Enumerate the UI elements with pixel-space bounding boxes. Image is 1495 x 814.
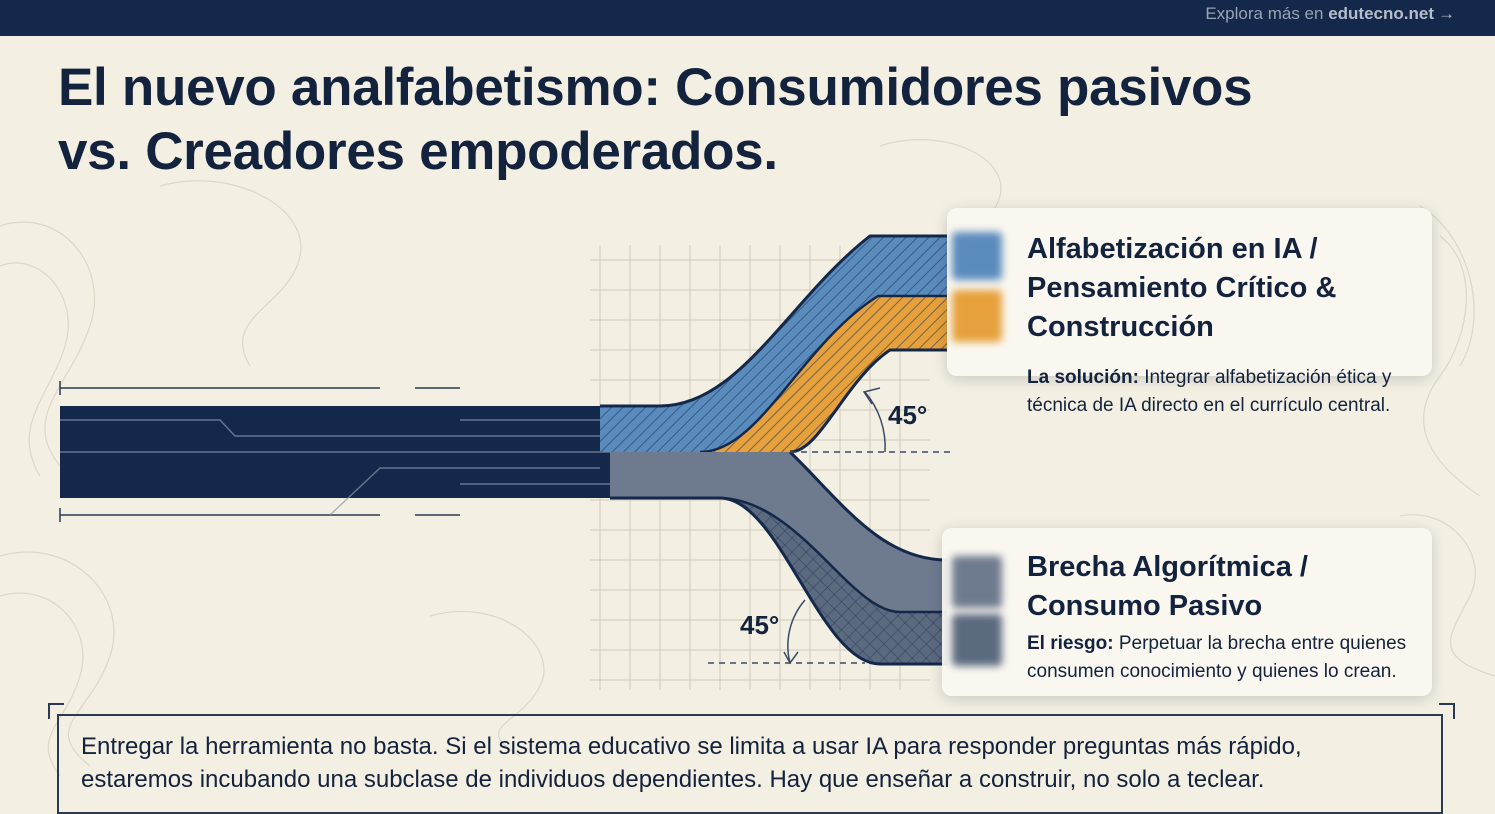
arrow-right-icon: → [1438, 4, 1455, 23]
top-bar: Explora más en edutecno.net → [0, 0, 1495, 36]
top-branch-description: La solución: Integrar alfabetización éti… [1027, 364, 1391, 420]
dimension-lines [59, 381, 460, 522]
solution-text-line-2: técnica de IA directo en el currículo ce… [1027, 395, 1391, 416]
contour-background [0, 139, 1495, 777]
explore-link[interactable]: Explora más en edutecno.net → [1205, 4, 1455, 24]
bottom-branch-card: Brecha Algorítmica / Consumo Pasivo [942, 528, 1432, 696]
bottom-branch-description: El riesgo: Perpetuar la brecha entre qui… [1027, 630, 1406, 686]
frame-corner-top-right [1439, 703, 1455, 719]
top-branch-card: Alfabetización en IA / Pensamiento Críti… [947, 208, 1432, 376]
risk-label: El riesgo: [1027, 633, 1114, 654]
quote-box: Entregar la herramienta no basta. Si el … [57, 714, 1443, 814]
gray-swatch [952, 556, 1002, 608]
blue-swatch [952, 232, 1002, 280]
quote-line-2: estaremos incubando una subclase de indi… [81, 766, 1265, 793]
page-title: El nuevo analfabetismo: Consumidores pas… [58, 56, 1253, 184]
angle-guides [708, 387, 950, 665]
top-angle-label: 45° [888, 400, 928, 430]
bottom-branch-title: Brecha Algorítmica / Consumo Pasivo [1027, 551, 1308, 622]
quote-text: Entregar la herramienta no basta. Si el … [81, 730, 1431, 796]
slate-swatch [952, 614, 1002, 666]
risk-text-line-1: Perpetuar la brecha entre quienes [1118, 633, 1407, 654]
solution-text-line-1: Integrar alfabetización ética y [1144, 367, 1392, 388]
bottom-branch-upper-band [610, 452, 947, 612]
orange-swatch [952, 290, 1002, 342]
page-title-line-1: El nuevo analfabetismo: Consumidores pas… [58, 58, 1253, 117]
explore-site[interactable]: edutecno.net [1328, 4, 1434, 23]
quote-line-1: Entregar la herramienta no basta. Si el … [81, 733, 1302, 760]
frame-corner-top-left [48, 703, 64, 719]
solution-label: La solución: [1027, 367, 1139, 388]
top-branch-title: Alfabetización en IA / Pensamiento Críti… [1027, 233, 1337, 343]
risk-text-line-2: consumen conocimiento y quienes lo crean… [1027, 661, 1397, 682]
explore-prefix: Explora más en [1205, 4, 1324, 23]
page-title-line-2: vs. Creadores empoderados. [58, 122, 778, 181]
bottom-angle-label: 45° [740, 610, 780, 640]
